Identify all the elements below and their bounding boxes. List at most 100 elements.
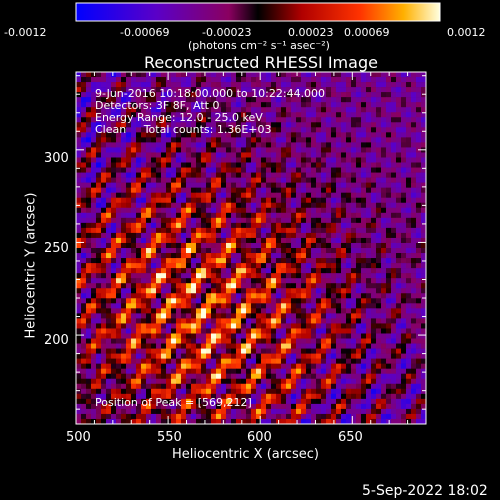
heatmap-cell (236, 248, 242, 254)
heatmap-cell (356, 152, 362, 158)
heatmap-cell (176, 353, 182, 359)
heatmap-cell (191, 348, 197, 354)
heatmap-cell (336, 112, 342, 118)
heatmap-cell (351, 368, 357, 375)
heatmap-cell (411, 323, 417, 329)
heatmap-cell (361, 318, 367, 324)
heatmap-cell (171, 323, 177, 329)
heatmap-cell (376, 147, 382, 153)
heatmap-cell (351, 192, 357, 199)
heatmap-cell (91, 97, 97, 103)
heatmap-cell (311, 268, 317, 274)
heatmap-cell (366, 288, 372, 294)
heatmap-cell (216, 197, 222, 204)
heatmap-cell (231, 182, 237, 188)
heatmap-cell (271, 348, 277, 354)
heatmap-cell (286, 258, 292, 264)
heatmap-cell (196, 192, 202, 199)
heatmap-cell (311, 232, 317, 239)
heatmap-cell (396, 318, 402, 324)
heatmap-cell (386, 403, 392, 410)
heatmap-cell (296, 107, 302, 113)
heatmap-cell (281, 162, 287, 168)
heatmap-cell (101, 187, 107, 193)
heatmap-cell (251, 323, 257, 329)
heatmap-cell (166, 142, 172, 148)
heatmap-cell (366, 222, 372, 229)
heatmap-cell (356, 192, 362, 199)
heatmap-cell (311, 87, 317, 93)
heatmap-cell (281, 217, 287, 224)
heatmap-cell (311, 293, 317, 299)
heatmap-cell (86, 393, 92, 400)
heatmap-cell (421, 207, 427, 214)
heatmap-cell (136, 107, 142, 113)
heatmap-cell (221, 102, 227, 108)
heatmap-cell (401, 102, 407, 108)
heatmap-cell (146, 142, 152, 148)
heatmap-cell (196, 398, 202, 405)
heatmap-cell (76, 222, 82, 229)
heatmap-cell (121, 137, 127, 143)
heatmap-cell (171, 253, 177, 259)
heatmap-cell (161, 182, 167, 188)
heatmap-cell (101, 263, 107, 269)
heatmap-cell (146, 393, 152, 400)
heatmap-cell (251, 383, 257, 390)
heatmap-cell (176, 283, 182, 289)
heatmap-cell (396, 232, 402, 239)
heatmap-cell (171, 92, 177, 98)
heatmap-cell (86, 418, 92, 425)
heatmap-cell (391, 147, 397, 153)
heatmap-cell (311, 212, 317, 219)
heatmap-cell (226, 242, 232, 249)
heatmap-cell (306, 393, 312, 400)
heatmap-cell (341, 338, 347, 344)
heatmap-cell (241, 413, 247, 420)
heatmap-cell (281, 132, 287, 138)
heatmap-cell (156, 142, 162, 148)
heatmap-cell (301, 398, 307, 405)
heatmap-cell (271, 117, 277, 123)
heatmap-cell (106, 127, 112, 133)
heatmap-cell (286, 142, 292, 148)
heatmap-cell (186, 202, 192, 209)
heatmap-cell (136, 97, 142, 103)
heatmap-cell (381, 258, 387, 264)
heatmap-cell (96, 288, 102, 294)
heatmap-cell (326, 323, 332, 329)
heatmap-cell (416, 253, 422, 259)
heatmap-cell (301, 253, 307, 259)
heatmap-cell (301, 132, 307, 138)
heatmap-cell (211, 197, 217, 204)
heatmap-cell (111, 217, 117, 224)
heatmap-cell (136, 127, 142, 133)
heatmap-cell (221, 117, 227, 123)
heatmap-cell (156, 157, 162, 163)
heatmap-cell (161, 137, 167, 143)
heatmap-cell (121, 363, 127, 369)
heatmap-cell (391, 182, 397, 188)
heatmap-cell (311, 97, 317, 103)
heatmap-cell (316, 132, 322, 138)
heatmap-cell (271, 112, 277, 118)
heatmap-cell (401, 343, 407, 349)
heatmap-cell (356, 157, 362, 163)
heatmap-cell (316, 202, 322, 209)
heatmap-cell (161, 162, 167, 168)
heatmap-cell (291, 127, 297, 133)
heatmap-cell (381, 207, 387, 214)
heatmap-cell (361, 353, 367, 359)
heatmap-cell (111, 202, 117, 209)
heatmap-cell (186, 182, 192, 188)
heatmap-cell (356, 187, 362, 193)
heatmap-cell (246, 217, 252, 224)
heatmap-cell (356, 278, 362, 284)
heatmap-cell (391, 263, 397, 269)
heatmap-cell (366, 152, 372, 158)
heatmap-cell (261, 212, 267, 219)
heatmap-cell (286, 358, 292, 364)
heatmap-cell (236, 102, 242, 108)
heatmap-cell (176, 137, 182, 143)
heatmap-cell (136, 368, 142, 375)
